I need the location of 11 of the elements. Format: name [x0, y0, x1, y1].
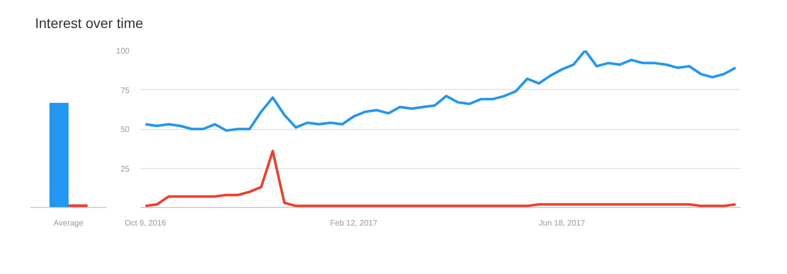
- x-tick-label: Average: [54, 218, 84, 228]
- line-series: [144, 150, 737, 208]
- x-tick-label: Jun 18, 2017: [538, 218, 586, 228]
- x-tick-label: Oct 9, 2016: [124, 218, 167, 228]
- chart-title: Interest over time: [35, 14, 144, 33]
- y-tick-label: 75: [120, 86, 130, 95]
- line-series: [144, 50, 737, 132]
- y-tick-label: 100: [116, 46, 130, 56]
- x-tick-label: Feb 12, 2017: [330, 218, 378, 228]
- y-tick-label: 50: [120, 125, 130, 134]
- y-tick-label: 25: [120, 164, 130, 174]
